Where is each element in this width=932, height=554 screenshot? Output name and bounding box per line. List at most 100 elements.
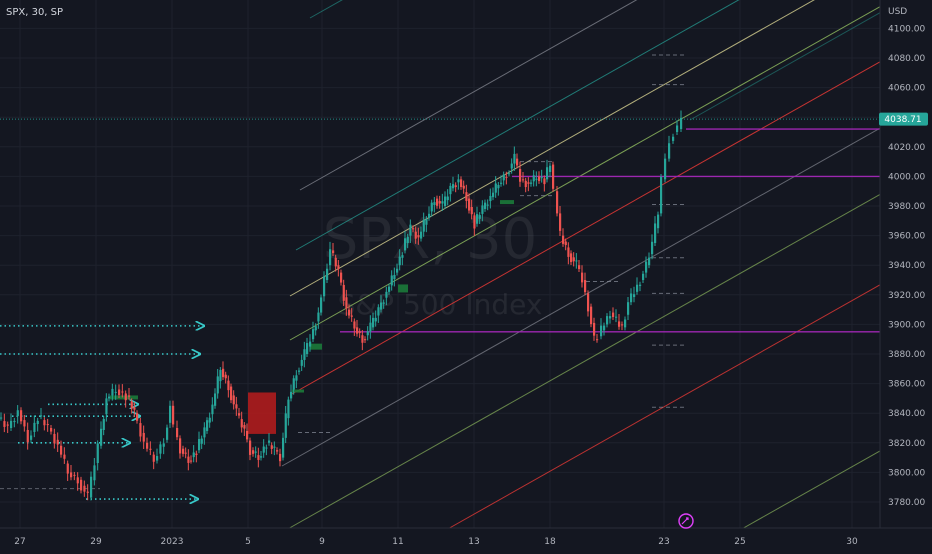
candle-body [596,339,599,341]
candle-body [651,241,654,255]
candle-body [430,202,433,212]
candle-body [543,178,546,185]
candle-body [118,389,121,396]
x-tick-label: 11 [392,537,403,547]
candle-body [63,454,66,459]
candle-body [238,413,241,416]
projection-arrows[interactable] [0,326,204,499]
candle-body [657,214,660,229]
candle-body [522,179,525,181]
candle-body [292,378,295,390]
candle-body [276,450,279,452]
x-tick-label: 2023 [161,537,184,547]
candle-body [564,241,567,246]
x-tick-label: 29 [90,537,102,547]
y-tick-label: 3880.00 [888,350,925,360]
candle-body [546,167,549,180]
candle-body [13,420,16,423]
supply-zone [248,392,276,434]
y-tick-label: 3820.00 [888,439,925,449]
y-tick-label: 4020.00 [888,143,925,153]
x-tick-label: 23 [658,537,669,547]
candle-body [60,445,63,455]
candle-body [618,321,621,327]
candle-body [497,184,500,189]
candle-body [584,280,587,293]
candle-body [385,291,388,298]
y-tick-label: 3860.00 [888,380,925,390]
candle-body [216,376,219,394]
candle-body [552,164,555,189]
candle-body [374,317,377,322]
candle-body [190,460,193,462]
candle-body [149,448,152,450]
candle-body [438,201,441,204]
candle-body [639,284,642,286]
candle-body [334,257,337,267]
candle-body [621,324,624,326]
candle-body [660,176,663,214]
candle-body [356,327,359,334]
x-tick-label: 9 [319,537,325,547]
candle-body [100,428,103,446]
candle-body [578,265,581,270]
replay-icon[interactable] [678,513,694,529]
candle-body [572,257,575,262]
candle-body [460,179,463,187]
supply-demand-zones[interactable] [110,200,514,434]
candle-body [377,307,380,316]
candle-body [476,214,479,224]
candle-body [162,443,165,447]
candle-body [645,261,648,273]
candle-body [121,391,124,393]
candle-body [494,183,497,193]
candle-body [441,201,444,204]
candle-body [232,395,235,405]
candle-body [481,205,484,214]
time-axis-labels: 27 29 2023 5 9 11 13 18 23 25 30 [14,537,858,547]
candle-body [176,428,179,438]
candle-body [50,428,53,432]
candle-body [500,182,503,184]
candle-body [462,185,465,189]
watermark-name: S&P 500 Index [338,288,543,321]
symbol-watermark: SPX, 30 S&P 500 Index [323,207,543,321]
candle-body [353,321,356,329]
candle-body [406,236,409,243]
candle-body [73,474,76,476]
candle-body [540,177,543,179]
candle-body [489,195,492,202]
candle-body [36,420,39,425]
pitchfork-line-6 [285,193,881,531]
candle-body [428,213,431,218]
candle-body [532,175,535,182]
candle-body [246,430,249,440]
time-axis[interactable] [0,528,932,550]
candle-body [208,417,211,423]
candle-body [43,420,46,426]
candle-body [505,176,508,178]
candle-body [16,410,19,417]
y-tick-label: 3940.00 [888,261,925,271]
candle-body [20,410,23,422]
currency-label: USD [888,7,907,17]
candle-body [612,312,615,317]
horizontal-levels[interactable] [0,54,880,490]
price-axis[interactable] [880,0,932,528]
candle-body [524,180,527,188]
candle-body [198,439,201,451]
demand-zone-0 [110,395,138,400]
candle-body [615,316,618,318]
candle-body [195,453,198,455]
candle-body [398,256,401,266]
candle-body [273,446,276,448]
candle-body [133,407,136,410]
candle-body [265,447,268,449]
candle-body [348,309,351,316]
candle-body [182,448,185,454]
candle-body [200,438,203,444]
candle-body [6,424,9,426]
candle-body [268,440,271,443]
